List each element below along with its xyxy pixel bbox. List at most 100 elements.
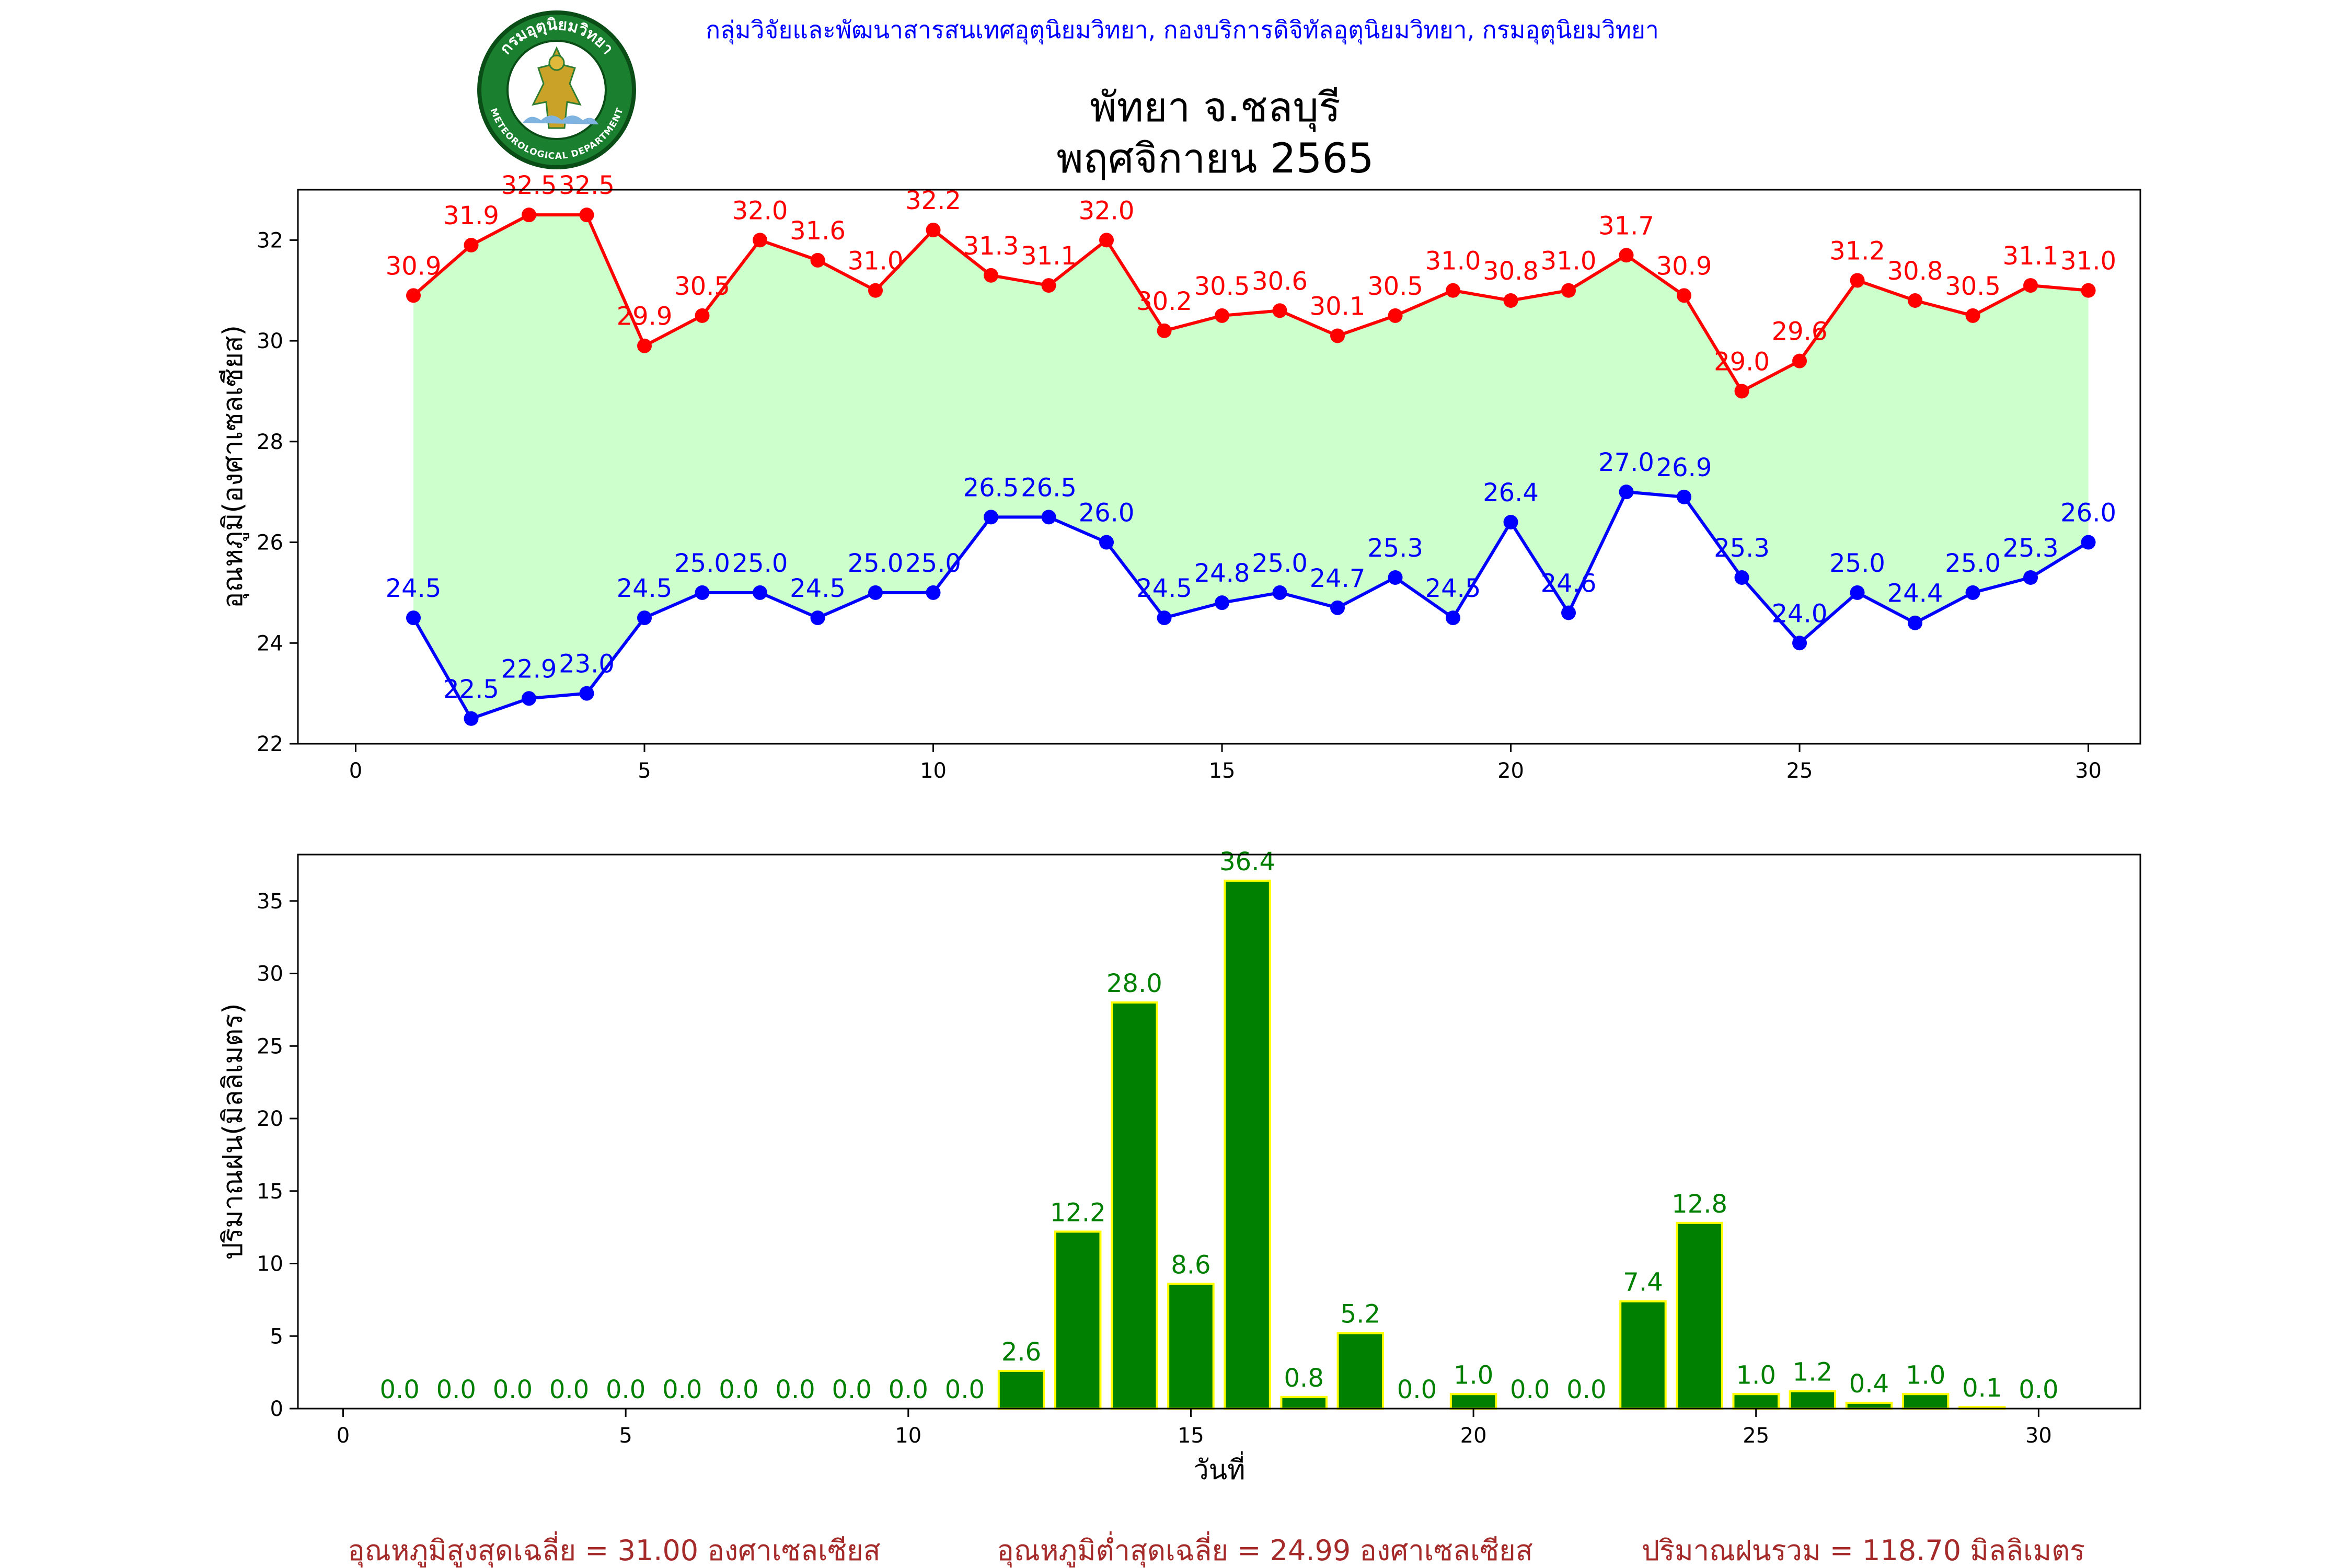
min-temperature-point bbox=[2081, 535, 2096, 550]
temperature-lines bbox=[412, 213, 2090, 721]
rain-bar-label: 5.2 bbox=[1341, 1300, 1380, 1329]
rain-bar-label: 0.0 bbox=[606, 1375, 645, 1404]
rainfall-plot-frame bbox=[297, 854, 2141, 1410]
temperature-data-labels: 30.931.932.5 32.529.930.532.031.631.032.2… bbox=[386, 171, 2116, 704]
max-temperature-label: 32.5 bbox=[501, 171, 557, 200]
max-temperature-point bbox=[637, 338, 652, 353]
max-temperature-point bbox=[984, 268, 999, 283]
max-temperature-label: 30.8 bbox=[1887, 257, 1943, 286]
max-temperature-point bbox=[926, 223, 941, 238]
y-tick-label: 15 bbox=[257, 1180, 283, 1204]
max-temperature-label: 29.6 bbox=[1772, 317, 1828, 347]
min-temperature-point bbox=[1215, 595, 1230, 610]
max-temperature-label: 30.5 bbox=[674, 272, 730, 301]
min-temperature-label: 24.0 bbox=[1772, 599, 1828, 628]
rain-bar bbox=[1449, 1393, 1497, 1410]
rain-bar-label: 0.0 bbox=[436, 1375, 476, 1404]
max-temperature-label: 30.9 bbox=[1656, 251, 1712, 281]
rain-bar-label: 12.2 bbox=[1050, 1198, 1106, 1227]
max-temperature-point bbox=[1908, 293, 1923, 308]
rain-bar bbox=[1732, 1393, 1780, 1410]
max-temperature-label: 29.9 bbox=[617, 302, 673, 331]
y-tick-label: 32 bbox=[257, 228, 283, 252]
rain-bar-label: 0.1 bbox=[1962, 1374, 2002, 1403]
cloud-icon bbox=[523, 116, 598, 124]
rain-bar-label: 0.8 bbox=[1284, 1364, 1324, 1393]
min-temperature-label: 25.3 bbox=[1367, 534, 1423, 563]
max-temperature-point bbox=[1734, 384, 1749, 399]
footer-total-rain: ปริมาณฝนรวม = 118.70 มิลลิเมตร bbox=[1642, 1534, 2085, 1567]
max-temperature-point bbox=[1792, 353, 1807, 368]
chart-title-location: พัทยา จ.ชลบุรี bbox=[1090, 84, 1341, 132]
x-tick-label: 15 bbox=[1209, 759, 1236, 783]
max-temperature-label: 30.1 bbox=[1310, 292, 1366, 321]
rain-bar-label: 0.0 bbox=[662, 1375, 702, 1404]
min-temperature-point bbox=[1850, 585, 1865, 600]
chart-title-month: พฤศจิกายน 2565 bbox=[1056, 135, 1374, 182]
max-temperature-label: 31.1 bbox=[1021, 241, 1077, 271]
max-temperature-point bbox=[1619, 248, 1634, 263]
y-tick-label: 30 bbox=[257, 962, 283, 986]
max-temperature-label: 32.0 bbox=[1079, 196, 1135, 225]
y-tick-label: 24 bbox=[257, 631, 283, 655]
rain-bar-label: 0.0 bbox=[775, 1375, 815, 1404]
min-temperature-point bbox=[926, 585, 941, 600]
rain-bar bbox=[1676, 1221, 1723, 1410]
min-temperature-label: 25.0 bbox=[1945, 549, 2001, 578]
y-tick-label: 5 bbox=[270, 1324, 283, 1348]
x-tick-label: 10 bbox=[920, 759, 947, 783]
min-temperature-label: 27.0 bbox=[1598, 448, 1654, 477]
min-temperature-point bbox=[810, 610, 825, 626]
rain-bar-label: 0.0 bbox=[889, 1375, 928, 1404]
x-tick-label: 25 bbox=[1786, 759, 1813, 783]
min-temperature-label: 26.5 bbox=[963, 473, 1019, 502]
rain-bar-label: 0.0 bbox=[1510, 1375, 1550, 1404]
max-temperature-point bbox=[695, 308, 710, 323]
max-temperature-point bbox=[1215, 308, 1230, 323]
min-temperature-label: 26.0 bbox=[2060, 499, 2116, 528]
x-tick-label: 30 bbox=[2025, 1424, 2052, 1448]
max-temperature-label: 31.7 bbox=[1598, 211, 1654, 240]
max-temperature-label: 31.0 bbox=[1541, 247, 1597, 276]
max-temperature-point bbox=[522, 207, 537, 223]
max-temperature-label: 31.0 bbox=[1425, 247, 1481, 276]
rain-bar bbox=[1789, 1390, 1837, 1410]
rain-bar-label: 0.4 bbox=[1849, 1369, 1889, 1399]
max-temperature-point bbox=[1157, 323, 1172, 338]
org-line: กลุ่มวิจัยและพัฒนาสารสนเทศอุตุนิยมวิทยา,… bbox=[706, 16, 1659, 45]
max-temperature-point bbox=[810, 252, 825, 268]
max-temperature-label: 31.6 bbox=[790, 216, 846, 246]
x-tick-label: 15 bbox=[1178, 1424, 1204, 1448]
min-temperature-point bbox=[1041, 510, 1056, 525]
rain-bar-label: 0.0 bbox=[832, 1375, 871, 1404]
min-temperature-point bbox=[464, 711, 479, 726]
min-temperature-point bbox=[1677, 489, 1692, 504]
min-temperature-label: 25.0 bbox=[1829, 549, 1885, 578]
temperature-range-fill bbox=[413, 215, 2089, 719]
max-temperature-label: 31.0 bbox=[2060, 247, 2116, 276]
y-tick-label: 20 bbox=[257, 1107, 283, 1131]
max-temperature-label: 31.9 bbox=[443, 201, 499, 230]
range-fill-area bbox=[413, 215, 2089, 719]
x-tick-label: 10 bbox=[895, 1424, 921, 1448]
min-temperature-label: 24.5 bbox=[790, 574, 846, 603]
rain-bar bbox=[1280, 1396, 1328, 1410]
temperature-x-ticks: 0 5 10 15 20 25 30 bbox=[349, 744, 2102, 783]
min-temperature-label: 26.0 bbox=[1079, 499, 1135, 528]
max-temperature-point bbox=[1850, 273, 1865, 288]
min-temperature-point bbox=[1734, 570, 1749, 585]
max-temperature-label: 30.5 bbox=[1194, 272, 1250, 301]
min-temperature-line bbox=[412, 490, 2090, 721]
rainfall-chart: 0.0 0.0 0.0 0.0 0.0 0.0 0.0 0.0 0.0 0.0 0.0 2.6 12.2… bbox=[217, 847, 2141, 1486]
rainfall-data-labels: 0.0 0.0 0.0 0.0 0.0 0.0 0.0 0.0 0.0 0.0 0.0 2.6 12.2… bbox=[379, 847, 2058, 1404]
min-temperature-point bbox=[868, 585, 883, 600]
rain-bar bbox=[1111, 1001, 1158, 1410]
min-temperature-point bbox=[637, 610, 652, 626]
x-tick-label: 20 bbox=[1497, 759, 1524, 783]
max-temperature-label: 31.2 bbox=[1829, 236, 1885, 266]
footer-avg-min-temp: อุณหภูมิต่ำสุดเฉลี่ย = 24.99 องศาเซลเซีย… bbox=[997, 1531, 1532, 1568]
rain-bar-label: 28.0 bbox=[1106, 969, 1162, 998]
max-temperature-label: 30.2 bbox=[1136, 287, 1192, 316]
rain-bar bbox=[1054, 1230, 1102, 1410]
rain-bar-label: 8.6 bbox=[1171, 1250, 1210, 1279]
